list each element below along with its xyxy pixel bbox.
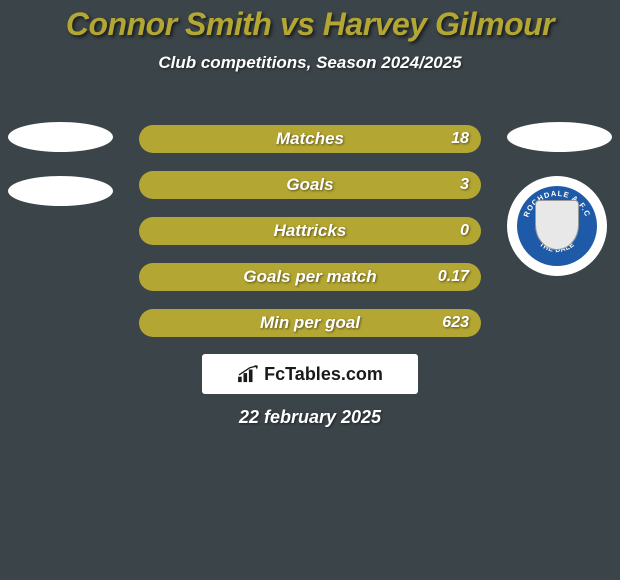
stat-value: 0	[460, 222, 469, 240]
stat-row-matches: Matches 18	[139, 125, 481, 153]
stat-label: Goals	[286, 175, 333, 195]
date-label: 22 february 2025	[0, 407, 620, 428]
stat-row-gpm: Goals per match 0.17	[139, 263, 481, 291]
card-container: Connor Smith vs Harvey Gilmour Club comp…	[0, 0, 620, 580]
stat-value: 623	[442, 314, 469, 332]
stat-row-mpg: Min per goal 623	[139, 309, 481, 337]
stat-label: Hattricks	[274, 221, 347, 241]
brand-attribution: FcTables.com	[202, 354, 418, 394]
brand-label: FcTables.com	[264, 364, 383, 385]
club-badge-inner: ROCHDALE A.F.C THE DALE	[517, 186, 597, 266]
club-badge: ROCHDALE A.F.C THE DALE	[507, 176, 607, 276]
player2-badge-placeholder	[507, 122, 612, 152]
left-badge-column	[8, 122, 113, 230]
player1-badge-placeholder	[8, 122, 113, 152]
player1-club-placeholder	[8, 176, 113, 206]
stat-value: 18	[451, 130, 469, 148]
page-title: Connor Smith vs Harvey Gilmour	[0, 0, 620, 43]
chart-icon	[237, 365, 259, 383]
stat-row-goals: Goals 3	[139, 171, 481, 199]
right-badge-column: ROCHDALE A.F.C THE DALE	[507, 122, 612, 276]
stat-value: 3	[460, 176, 469, 194]
subtitle: Club competitions, Season 2024/2025	[0, 53, 620, 73]
stat-label: Matches	[276, 129, 344, 149]
stat-row-hattricks: Hattricks 0	[139, 217, 481, 245]
stat-bars: Matches 18 Goals 3 Hattricks 0 Goals per…	[139, 125, 481, 355]
club-shield-icon	[535, 200, 579, 250]
stat-value: 0.17	[438, 268, 469, 286]
stat-label: Goals per match	[243, 267, 376, 287]
stat-label: Min per goal	[260, 313, 360, 333]
